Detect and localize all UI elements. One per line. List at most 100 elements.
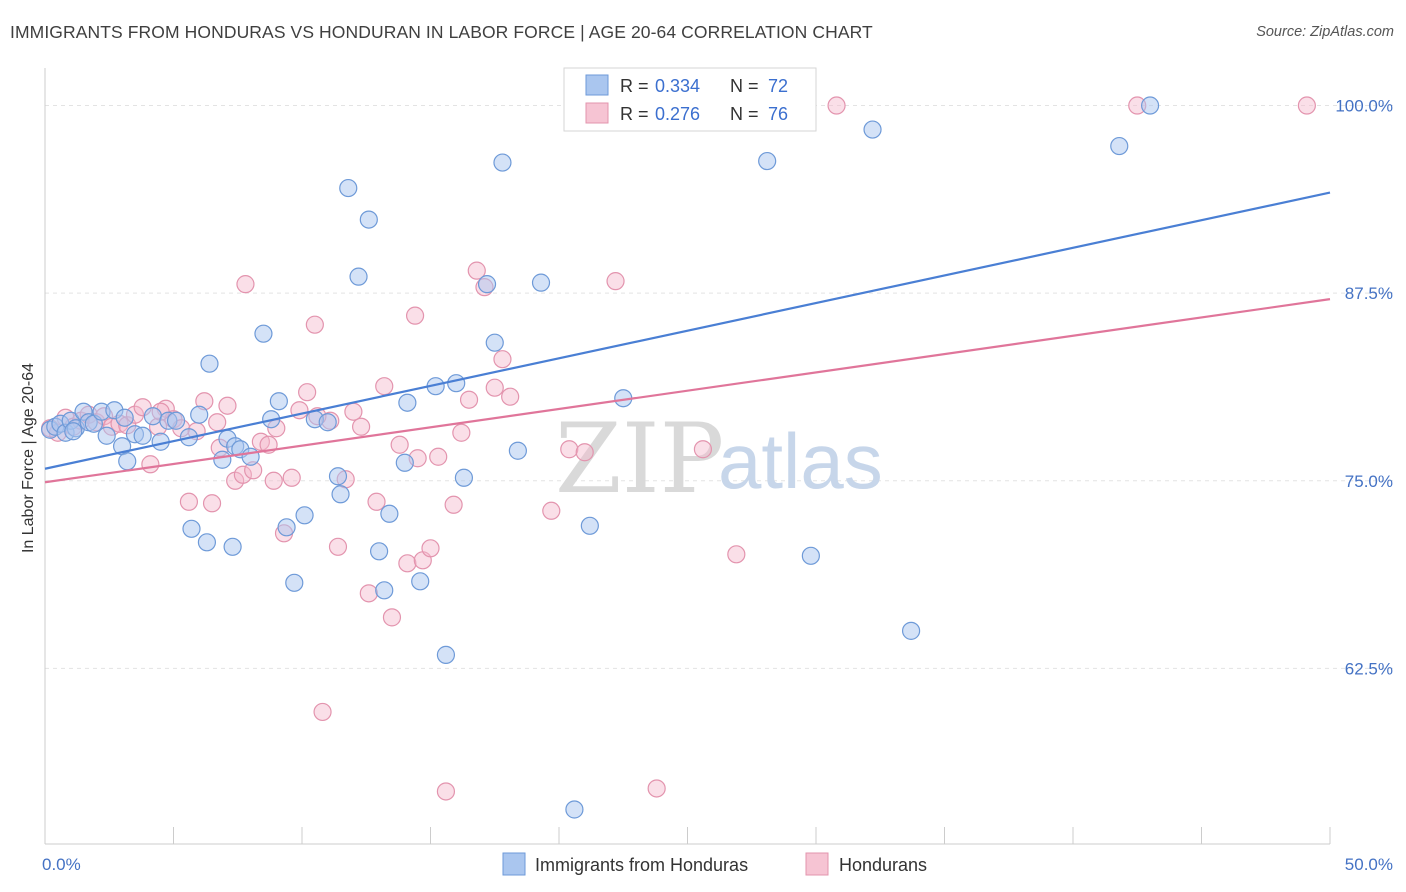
legend-swatch-blue <box>585 74 609 96</box>
point-hondurans-35 <box>305 315 324 334</box>
point-hondurans-13 <box>141 455 160 474</box>
point-hondurans-65 <box>647 779 666 798</box>
point-immigrants-60 <box>901 621 921 640</box>
watermark-zip: ZIP <box>555 403 724 515</box>
point-immigrants-55 <box>580 516 599 535</box>
point-immigrants-26 <box>223 537 242 556</box>
point-immigrants-40 <box>359 210 378 229</box>
legend-top: R = 0.334 N = 72 R = 0.276 N = 76 <box>563 67 817 132</box>
x-tick-labels: 0.0% 50.0% <box>42 855 1393 874</box>
point-hondurans-63 <box>575 443 594 462</box>
point-immigrants-47 <box>447 374 466 393</box>
point-hondurans-52 <box>436 782 456 801</box>
point-hondurans-34 <box>298 383 317 402</box>
legend-n-label-2: N = <box>730 104 759 124</box>
bottom-legend-label-hondurans: Hondurans <box>839 855 927 875</box>
chart-title: IMMIGRANTS FROM HONDURAS VS HONDURAN IN … <box>10 22 873 42</box>
point-immigrants-49 <box>477 275 497 294</box>
point-hondurans-46 <box>390 435 409 454</box>
legend-r-value-1: 0.334 <box>655 76 700 96</box>
y-tick-label-3: 100.0% <box>1335 97 1393 116</box>
point-immigrants-39 <box>349 267 368 286</box>
trend-lines <box>44 191 1331 484</box>
trend-line-immigrants <box>44 191 1331 470</box>
legend-r-label-1: R = <box>620 76 649 96</box>
legend-r-label-2: R = <box>620 104 649 124</box>
x-tick-label-1: 50.0% <box>1345 855 1393 874</box>
point-hondurans-66 <box>693 440 713 459</box>
y-tick-label-1: 75.0% <box>1345 472 1393 491</box>
point-hondurans-41 <box>352 417 371 436</box>
point-immigrants-16 <box>143 407 163 426</box>
points-immigrants-from-honduras <box>41 96 1160 819</box>
point-hondurans-62 <box>560 440 579 459</box>
gridlines <box>45 105 1393 669</box>
point-hondurans-36 <box>313 702 332 722</box>
point-hondurans-47 <box>398 554 417 573</box>
point-immigrants-37 <box>331 485 350 504</box>
point-hondurans-21 <box>202 494 222 513</box>
point-immigrants-34 <box>295 506 314 525</box>
legend-n-value-2: 76 <box>768 104 788 124</box>
point-hondurans-45 <box>382 608 402 627</box>
point-hondurans-32 <box>282 468 301 487</box>
point-hondurans-72 <box>208 413 227 432</box>
point-immigrants-22 <box>197 533 217 552</box>
point-hondurans-18 <box>179 492 199 511</box>
point-hondurans-73 <box>264 471 283 490</box>
y-tick-label-2: 87.5% <box>1345 284 1393 303</box>
point-immigrants-44 <box>411 572 430 591</box>
point-immigrants-58 <box>801 546 820 565</box>
legend-n-value-1: 72 <box>768 76 788 96</box>
point-hondurans-26 <box>236 275 255 294</box>
point-hondurans-38 <box>328 537 348 556</box>
point-immigrants-41 <box>370 542 389 561</box>
point-hondurans-58 <box>485 378 504 397</box>
bottom-legend-swatch-blue <box>502 852 526 876</box>
point-immigrants-52 <box>508 441 527 460</box>
point-immigrants-15 <box>133 426 152 445</box>
axes <box>44 68 1331 845</box>
point-immigrants-68 <box>375 581 394 600</box>
point-hondurans-67 <box>727 545 746 564</box>
point-immigrants-67 <box>328 467 348 486</box>
trend-line-hondurans <box>44 298 1331 484</box>
bottom-legend-label-immigrants: Immigrants from Honduras <box>535 855 748 875</box>
point-hondurans-56 <box>467 261 486 280</box>
point-immigrants-30 <box>254 324 273 343</box>
point-hondurans-50 <box>421 539 440 558</box>
point-immigrants-65 <box>64 422 83 441</box>
point-immigrants-10 <box>97 426 116 445</box>
point-immigrants-59 <box>863 120 882 139</box>
point-hondurans-40 <box>344 402 363 421</box>
point-immigrants-19 <box>166 411 186 430</box>
legend-r-value-2: 0.276 <box>655 104 700 124</box>
point-hondurans-64 <box>606 272 625 291</box>
point-hondurans-59 <box>493 350 512 369</box>
point-immigrants-70 <box>115 408 134 427</box>
point-hondurans-43 <box>367 492 386 511</box>
point-immigrants-13 <box>118 452 137 471</box>
point-immigrants-24 <box>213 450 232 469</box>
point-hondurans-42 <box>359 584 378 603</box>
point-hondurans-61 <box>542 501 561 520</box>
point-immigrants-53 <box>531 273 551 292</box>
y-tick-label-0: 62.5% <box>1345 659 1393 678</box>
point-hondurans-53 <box>444 495 463 514</box>
bottom-legend-swatch-pink <box>805 852 829 876</box>
point-immigrants-62 <box>1140 96 1160 115</box>
point-immigrants-51 <box>493 153 512 172</box>
point-immigrants-31 <box>269 392 288 411</box>
point-hondurans-51 <box>429 447 448 466</box>
y-tick-labels: 62.5% 75.0% 87.5% 100.0% <box>1335 97 1393 679</box>
point-immigrants-66 <box>398 393 417 412</box>
point-immigrants-57 <box>758 151 777 171</box>
point-hondurans-60 <box>501 387 520 406</box>
point-immigrants-21 <box>182 519 201 538</box>
point-immigrants-36 <box>318 413 337 432</box>
point-immigrants-61 <box>1110 136 1129 156</box>
point-immigrants-23 <box>200 354 219 373</box>
x-tick-label-0: 0.0% <box>42 855 81 874</box>
point-immigrants-43 <box>395 453 414 472</box>
point-immigrants-54 <box>565 800 584 819</box>
